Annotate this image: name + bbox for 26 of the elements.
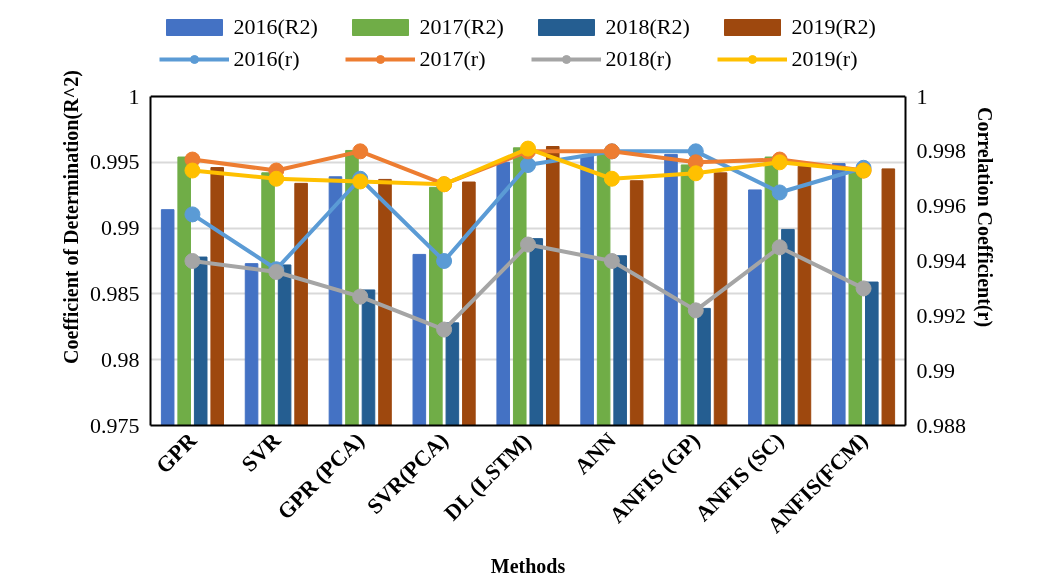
y2-tick-label: 0.994	[916, 248, 966, 273]
legend-label: 2019(R2)	[791, 14, 877, 40]
legend-label: 2017(r)	[419, 46, 487, 72]
y2-tick-label: 0.99	[916, 357, 955, 383]
legend-label: 2017(R2)	[419, 14, 505, 40]
x-axis-title: Methods	[490, 554, 566, 577]
legend-label: 2019(r)	[791, 46, 859, 72]
y2-tick-label: 0.992	[916, 302, 966, 328]
y-tick-label: 0.99	[101, 215, 140, 241]
x-tick-label: GPR	[150, 426, 203, 479]
x-tick-label: SVR	[236, 426, 286, 477]
y-tick-label: 0.98	[101, 346, 140, 372]
y2-tick-label: 0.988	[916, 412, 966, 438]
y2-tick-label: 0.998	[916, 138, 966, 164]
y-tick-label: 0.985	[90, 280, 140, 306]
legend-label: 2016(R2)	[233, 14, 319, 40]
y-tick-label: 0.995	[90, 149, 140, 175]
legend-label: 2018(r)	[605, 46, 673, 72]
legend-label: 2016(r)	[233, 46, 301, 72]
y2-tick-label: 1	[916, 83, 928, 109]
legend-label: 2018(R2)	[605, 14, 691, 40]
y2-axis-title: Correlation Coefficient(r)	[973, 106, 996, 328]
y2-tick-label: 0.996	[916, 193, 966, 219]
y-tick-label: 0.975	[90, 412, 140, 438]
y-tick-label: 1	[128, 83, 140, 109]
y-axis-title: Coefficient of Determination(R^2)	[60, 70, 83, 364]
